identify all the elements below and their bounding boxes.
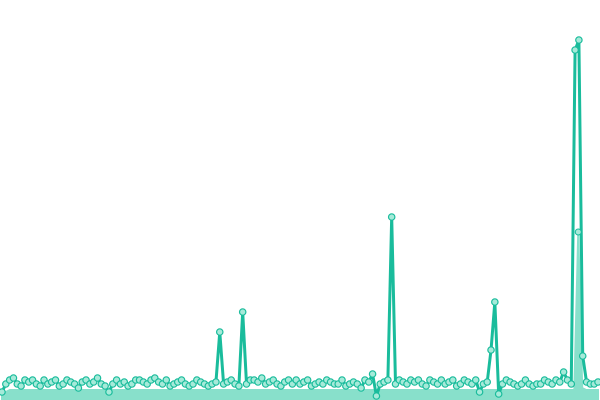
- data-point: [559, 368, 568, 376]
- data-point: [162, 376, 171, 384]
- data-point: [571, 46, 579, 54]
- data-point: [215, 328, 224, 336]
- data-point: [387, 213, 396, 221]
- data-point: [368, 370, 377, 378]
- data-point: [357, 384, 365, 392]
- data-point: [74, 384, 83, 392]
- data-point: [372, 392, 381, 400]
- data-point: [338, 376, 346, 384]
- data-point: [494, 390, 503, 398]
- data-point: [0, 388, 6, 396]
- data-point: [594, 378, 600, 386]
- area-point: [574, 228, 582, 236]
- data-point: [567, 380, 576, 388]
- data-point: [257, 374, 266, 382]
- data-point: [235, 382, 243, 390]
- data-point: [491, 298, 499, 306]
- data-point: [101, 382, 109, 390]
- data-point: [475, 388, 484, 396]
- data-point: [422, 382, 430, 390]
- data-point: [93, 374, 102, 382]
- data-point: [483, 378, 492, 386]
- data-point: [17, 382, 25, 390]
- area-series: [0, 231, 599, 400]
- data-point: [238, 308, 247, 316]
- data-point: [212, 378, 220, 386]
- line-series: [0, 38, 599, 398]
- data-point: [364, 378, 373, 386]
- data-point: [105, 388, 113, 396]
- data-point: [487, 346, 495, 354]
- data-point: [384, 376, 392, 384]
- data-point: [51, 376, 60, 384]
- data-point: [578, 352, 587, 360]
- data-point: [575, 36, 583, 44]
- data-point: [9, 374, 18, 382]
- data-point: [471, 376, 480, 384]
- data-point: [36, 382, 45, 390]
- data-point: [449, 376, 457, 384]
- data-point: [555, 378, 564, 386]
- data-point: [303, 376, 312, 384]
